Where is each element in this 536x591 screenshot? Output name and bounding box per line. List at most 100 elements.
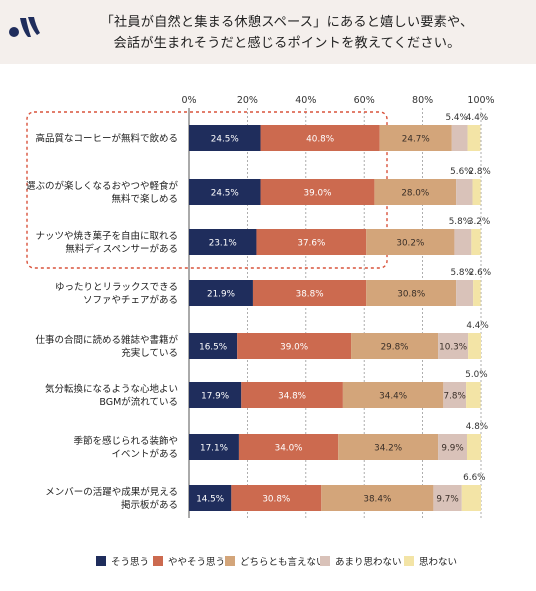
value-label: 3.2% [468,217,490,227]
x-tick-label: 0% [181,95,196,106]
value-label: 30.8% [262,495,290,505]
category-label: 無料ディスペンサーがある [65,243,178,255]
bar-segment [454,229,472,255]
value-label: 39.0% [280,343,308,353]
legend-label: ややそう思う [168,557,225,568]
value-label: 40.8% [306,135,334,145]
title-line-2: 会話が生まれそうだと感じるポイントを教えてください。 [113,36,461,51]
bar-segment [379,125,452,151]
value-label: 30.2% [396,239,424,249]
category-label: イベントがある [111,448,178,460]
bar-segment [338,434,439,460]
x-tick-label: 100% [467,95,494,106]
bar-segment [456,280,474,306]
value-label: 4.4% [466,321,488,331]
value-label: 5.0% [465,370,487,380]
legend-swatch [404,556,414,566]
value-label: 16.5% [199,343,227,353]
value-label: 28.0% [401,189,429,199]
category-label: 無料で楽しめる [111,193,178,205]
bar-segment [189,485,232,511]
category-label: BGMが流れている [99,396,178,408]
bar-segment [366,280,457,306]
value-label: 14.5% [196,495,224,505]
value-label: 34.2% [374,444,402,454]
legend-label: あまり思わない [335,557,402,568]
x-tick-label: 60% [354,95,375,106]
chart-title: 「社員が自然と集まる休憩スペース」にあると嬉しい要素や、 会話が生まれそうだと感… [52,12,522,54]
legend-swatch [153,556,163,566]
value-label: 4.4% [466,113,488,123]
bar-segment [189,280,253,306]
bar-segment [238,434,339,460]
x-tick-label: 40% [295,95,316,106]
bar-segment [438,434,467,460]
bar-segment [241,382,343,408]
legend-label: そう思う [111,557,149,568]
category-label: ゆったりとリラックスできる [55,282,178,293]
value-label: 21.9% [207,290,235,300]
bar-segment [438,333,469,359]
value-label: 17.1% [200,444,228,454]
bar-segment [473,280,481,306]
value-label: 5.6% [450,167,472,177]
title-line-1: 「社員が自然と集まる休憩スペース」にあると嬉しい要素や、 [100,15,474,30]
value-label: 24.5% [211,135,239,145]
category-label: ソファやチェアがある [83,294,178,306]
value-label: 24.7% [402,135,430,145]
legend-swatch [225,556,235,566]
bar-segment [231,485,322,511]
bar-segment [466,434,481,460]
value-label: 34.8% [278,392,306,402]
value-label: 6.6% [463,473,485,483]
bar-segment [189,434,239,460]
value-label: 5.8% [450,268,472,278]
bar-segment [321,485,434,511]
category-label: メンバーの活躍や成果が見える [45,486,178,498]
value-label: 7.8% [444,392,466,402]
brand-logo-icon [9,17,40,37]
legend-label: どちらとも言えない [240,556,326,568]
bar-segment [342,382,444,408]
bar-segment [443,382,467,408]
value-label: 23.1% [209,239,237,249]
category-label: 季節を感じられる装飾や [73,435,178,447]
value-label: 2.6% [469,268,491,278]
value-label: 9.9% [441,444,463,454]
bar-segment [472,179,481,205]
value-label: 34.4% [379,392,407,402]
value-label: 17.9% [201,392,229,402]
category-label: 充実している [121,347,178,359]
bar-segment [260,179,375,205]
bar-segment [374,179,457,205]
bar-segment [351,333,439,359]
bar-segment [189,333,238,359]
bar-segment [189,179,261,205]
bar-segment [468,333,481,359]
bar-segment [466,382,481,408]
value-label: 2.8% [468,167,490,177]
bar-segment [252,280,367,306]
value-label: 39.0% [304,189,332,199]
bar-segment [237,333,352,359]
bar-segment [467,125,481,151]
bar-segment [256,229,367,255]
bar-segment [471,229,481,255]
value-label: 37.6% [297,239,325,249]
x-tick-label: 80% [412,95,433,106]
value-label: 9.7% [436,495,458,505]
value-label: 10.3% [439,343,467,353]
category-label: 掲示板がある [121,499,178,511]
legend-swatch [320,556,330,566]
header-band: 「社員が自然と集まる休憩スペース」にあると嬉しい要素や、 会話が生まれそうだと感… [0,0,536,64]
value-label: 29.8% [381,343,409,353]
category-label: ナッツや焼き菓子を自由に取れる [35,230,178,242]
bar-segment [433,485,462,511]
category-label: 高品質なコーヒーが無料で飲める [35,133,178,145]
x-tick-label: 20% [237,95,258,106]
bar-segment [260,125,380,151]
bar-segment [189,125,261,151]
legend-swatch [96,556,106,566]
bar-segment [366,229,455,255]
